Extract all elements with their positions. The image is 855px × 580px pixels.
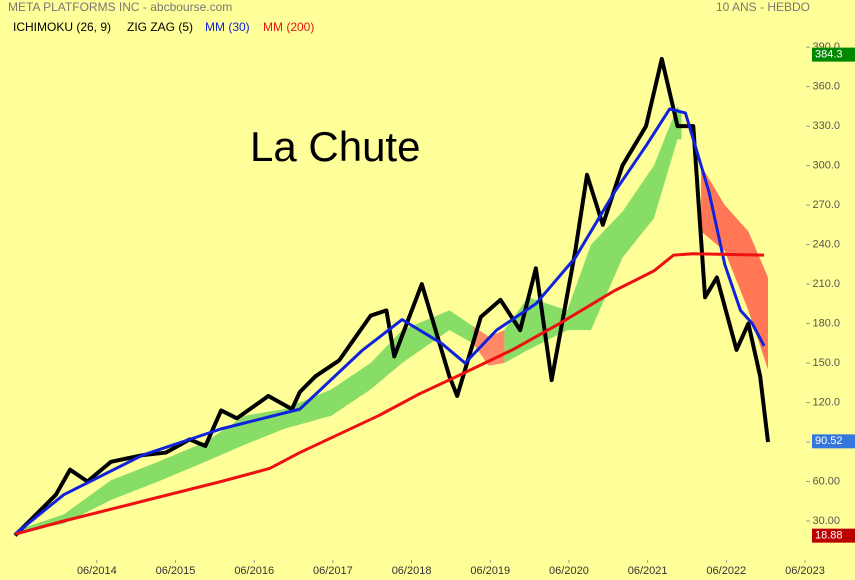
- series-line: [14, 252, 765, 536]
- annotation: La Chute: [250, 123, 420, 170]
- x-tick-label: 06/2022: [706, 565, 746, 577]
- x-tick-label: 06/2015: [156, 565, 196, 577]
- price-label: 18.88: [815, 530, 843, 542]
- price-label-box: [812, 47, 855, 62]
- price-label-box: [812, 434, 855, 449]
- price-label: 384.3: [815, 49, 843, 61]
- legend-entry: MM (200): [263, 20, 314, 34]
- y-tick-label: 30.00: [812, 515, 840, 527]
- y-tick-label: 330.0: [812, 120, 840, 132]
- y-tick-label: 300.0: [812, 159, 840, 171]
- price-label: 90.52: [815, 435, 843, 447]
- legend-entry: ICHIMOKU (26, 9): [13, 20, 111, 34]
- y-tick-label: 240.0: [812, 238, 840, 250]
- x-tick-label: 06/2017: [313, 565, 353, 577]
- chart-subtitle: 10 ANS - HEBDO: [716, 0, 810, 14]
- y-tick-label: 120.0: [812, 396, 840, 408]
- x-tick-label: 06/2019: [470, 565, 510, 577]
- series-line: [13, 56, 771, 537]
- ichimoku-cloud: [701, 165, 769, 370]
- legend-entry: ZIG ZAG (5): [127, 20, 193, 34]
- y-tick-label: 150.0: [812, 357, 840, 369]
- ichimoku-cloud: [504, 106, 682, 364]
- x-tick-label: 06/2020: [549, 565, 589, 577]
- price-label-box: [812, 528, 855, 543]
- y-tick-label: 210.0: [812, 278, 840, 290]
- chart-title: META PLATFORMS INC - abcbourse.com: [8, 0, 232, 14]
- legend-entry: MM (30): [205, 20, 250, 34]
- y-tick-label: 180.0: [812, 317, 840, 329]
- series-line: [14, 107, 766, 536]
- y-tick-label: 60.00: [812, 475, 840, 487]
- x-tick-label: 06/2021: [628, 565, 668, 577]
- x-tick-label: 06/2014: [77, 565, 117, 577]
- y-tick-label: 270.0: [812, 199, 840, 211]
- x-tick-label: 06/2016: [234, 565, 274, 577]
- x-tick-label: 06/2023: [785, 565, 825, 577]
- y-tick-label: 360.0: [812, 81, 840, 93]
- x-tick-label: 06/2018: [392, 565, 432, 577]
